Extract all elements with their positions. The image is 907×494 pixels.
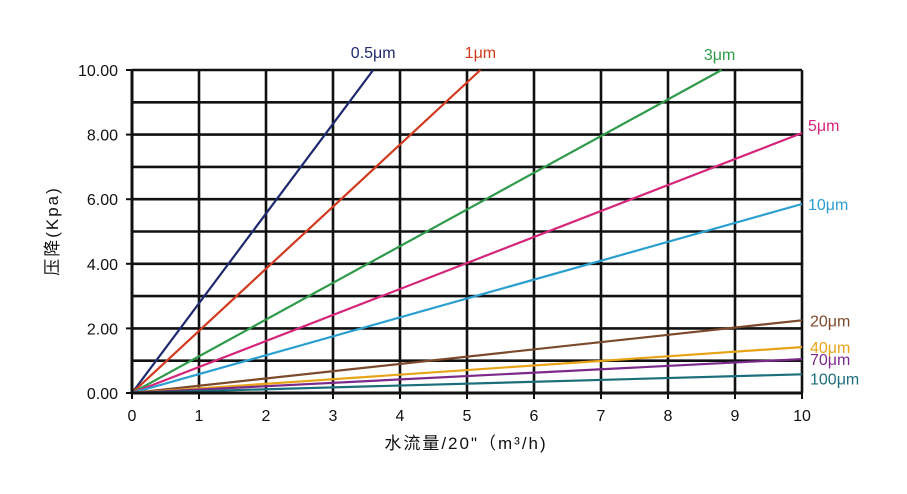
series-line-8 — [131, 373, 803, 395]
y-axis-title: 压降(Kpa) — [43, 186, 62, 276]
series-label-5: 20μm — [810, 313, 850, 330]
series-label-2: 3μm — [704, 47, 735, 64]
y-tick-label-2: 4.00 — [87, 257, 118, 274]
series-line-0 — [131, 69, 375, 394]
series-label-0: 0.5μm — [351, 45, 396, 62]
series-label-1: 1μm — [465, 45, 496, 62]
y-tick-label-5: 10.00 — [78, 63, 118, 80]
y-tick-label-3: 6.00 — [87, 192, 118, 209]
x-tick-label-0: 0 — [128, 408, 137, 425]
x-tick-label-1: 1 — [195, 408, 204, 425]
x-tick-label-6: 6 — [530, 408, 539, 425]
series-line-2 — [131, 69, 723, 394]
series-label-3: 5μm — [808, 118, 839, 135]
x-tick-label-10: 10 — [793, 408, 811, 425]
series-line-4 — [131, 202, 803, 395]
y-tick-label-4: 8.00 — [87, 128, 118, 145]
series-label-7: 70μm — [810, 352, 850, 369]
y-tick-labels: 0.00 2.00 4.00 6.00 8.00 10.00 — [78, 63, 132, 403]
series-label-6: 40μm — [810, 340, 850, 357]
x-tick-label-4: 4 — [396, 408, 405, 425]
series-line-7 — [131, 358, 803, 395]
x-tick-label-8: 8 — [664, 408, 673, 425]
x-tick-labels: 0 1 2 3 4 5 6 7 8 9 10 — [128, 393, 811, 425]
series-line-6 — [131, 346, 803, 395]
series-lines — [131, 69, 803, 395]
x-tick-label-5: 5 — [463, 408, 472, 425]
y-tick-label-1: 2.00 — [87, 321, 118, 338]
series-line-1 — [131, 69, 482, 394]
series-label-8: 100μm — [810, 371, 859, 388]
series-line-3 — [131, 131, 803, 395]
x-tick-label-3: 3 — [329, 408, 338, 425]
y-tick-label-0: 0.00 — [87, 386, 118, 403]
series-line-5 — [131, 319, 803, 395]
series-label-4: 10μm — [808, 197, 848, 214]
x-tick-label-7: 7 — [597, 408, 606, 425]
x-tick-label-9: 9 — [731, 408, 740, 425]
x-axis-title: 水流量/20"（m³/h) — [384, 434, 547, 453]
x-tick-label-2: 2 — [262, 408, 271, 425]
